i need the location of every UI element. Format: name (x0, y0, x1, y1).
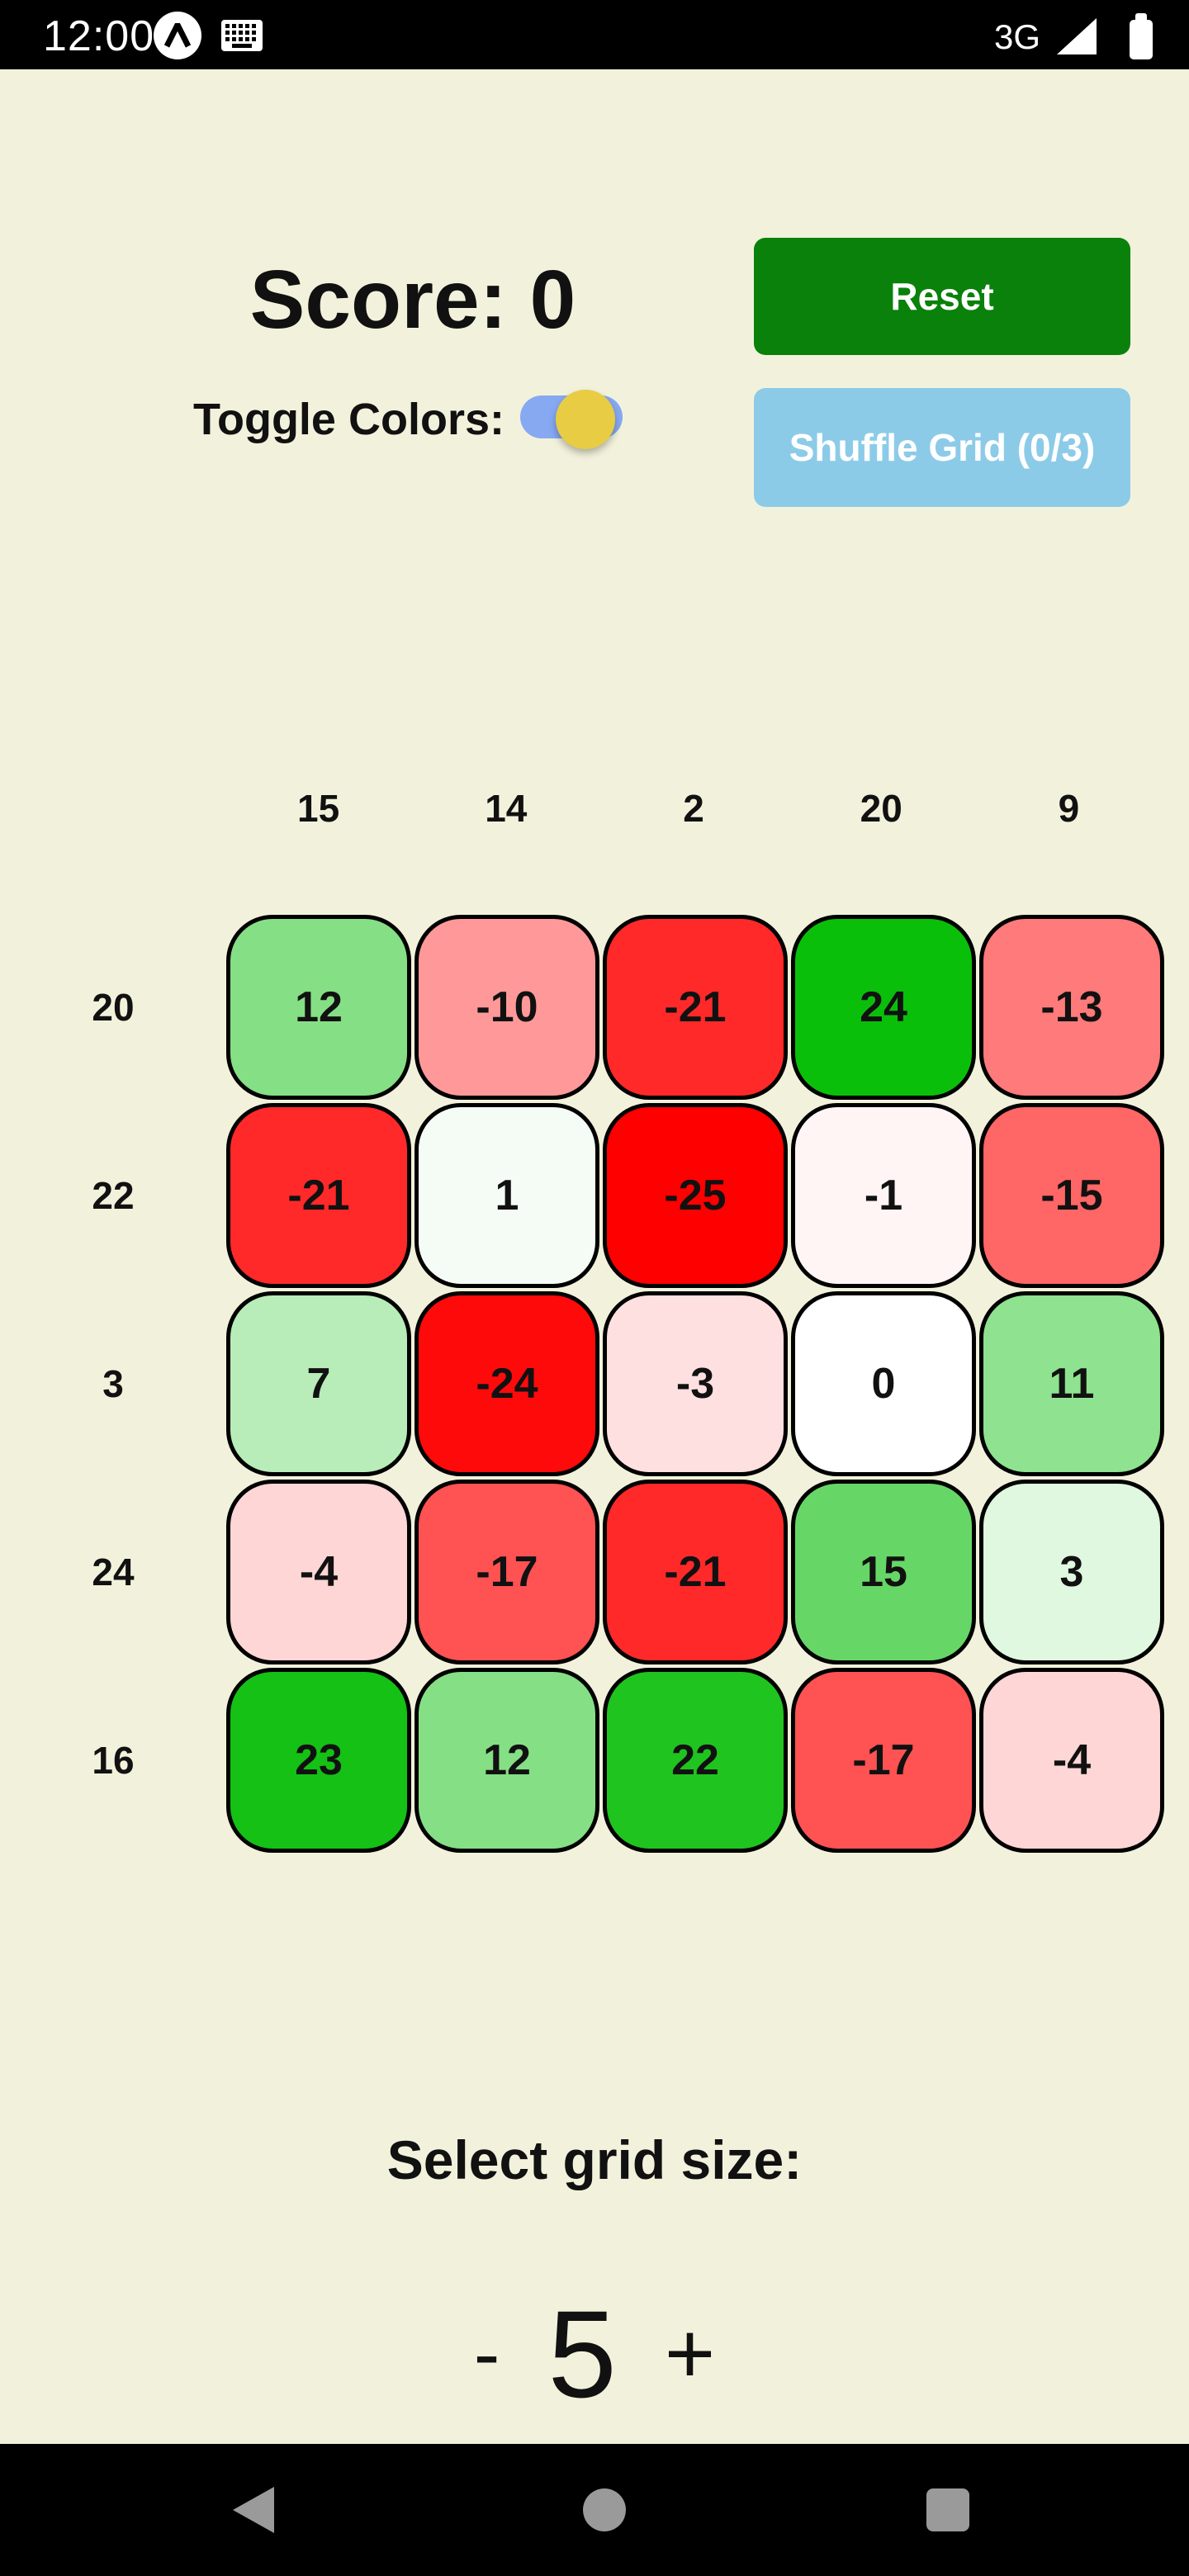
switch-thumb (556, 390, 615, 449)
shuffle-grid-button[interactable]: Shuffle Grid (0/3) (754, 388, 1130, 507)
increase-grid-size-button[interactable]: + (664, 2305, 716, 2402)
network-type-label: 3G (993, 17, 1040, 56)
grid-cell[interactable]: -4 (226, 1480, 411, 1664)
grid-cell[interactable]: -17 (414, 1480, 599, 1664)
grid-row: 12 -10 -21 24 -13 (226, 915, 1164, 1100)
grid-cell[interactable]: -25 (603, 1103, 788, 1288)
grid-cell[interactable]: 1 (414, 1103, 599, 1288)
row-header: 24 (92, 1551, 135, 1593)
grid-cell[interactable]: -15 (979, 1103, 1164, 1288)
decrease-grid-size-button[interactable]: - (473, 2309, 500, 2398)
grid-cell[interactable]: 3 (979, 1480, 1164, 1664)
status-time: 12:00 (43, 12, 155, 60)
grid-cell[interactable]: 23 (226, 1668, 411, 1853)
grid-row: -21 1 -25 -1 -15 (226, 1103, 1164, 1288)
grid-cell[interactable]: 22 (603, 1668, 788, 1853)
grid-cell[interactable]: 7 (226, 1291, 411, 1476)
col-header: 2 (683, 787, 704, 830)
row-header: 22 (92, 1174, 135, 1217)
col-header: 20 (860, 787, 902, 830)
toggle-colors-label: Toggle Colors: (193, 395, 504, 444)
grid-cell[interactable]: 12 (414, 1668, 599, 1853)
grid-cell[interactable]: 24 (791, 915, 976, 1100)
grid-cell[interactable]: 0 (791, 1291, 976, 1476)
grid-cell[interactable]: -3 (603, 1291, 788, 1476)
home-button-icon[interactable] (583, 2488, 626, 2531)
row-header: 3 (102, 1362, 124, 1405)
grid-row-headers: 20 22 3 24 16 (0, 915, 226, 1853)
row-header: 16 (92, 1739, 135, 1782)
grid-row: 7 -24 -3 0 11 (226, 1291, 1164, 1476)
grid-size-stepper: - 5 + (0, 2275, 1189, 2432)
battery-icon (1130, 13, 1153, 59)
grid-cell[interactable]: -24 (414, 1291, 599, 1476)
signal-strength-icon (1057, 18, 1097, 54)
grid-cell[interactable]: -4 (979, 1668, 1164, 1853)
col-header: 15 (297, 787, 340, 830)
grid-cell[interactable]: -1 (791, 1103, 976, 1288)
grid-cell[interactable]: 11 (979, 1291, 1164, 1476)
row-header: 20 (92, 986, 135, 1029)
grid-cell[interactable]: -13 (979, 915, 1164, 1100)
status-bar: 12:00 3G (0, 0, 1189, 69)
toggle-colors-switch[interactable] (520, 390, 623, 449)
grid-row: 23 12 22 -17 -4 (226, 1668, 1164, 1853)
app-indicator-icon (154, 12, 201, 59)
col-header: 9 (1058, 787, 1080, 830)
grid-cell[interactable]: 12 (226, 915, 411, 1100)
game-grid: 12 -10 -21 24 -13 -21 1 -25 -1 -15 7 -24… (226, 915, 1164, 1853)
grid-cell[interactable]: -10 (414, 915, 599, 1100)
grid-cell[interactable]: -21 (603, 915, 788, 1100)
grid-cell[interactable]: -21 (603, 1480, 788, 1664)
score-display: Score: 0 (249, 253, 576, 346)
grid-cell[interactable]: -17 (791, 1668, 976, 1853)
back-button-icon[interactable] (233, 2487, 274, 2533)
grid-size-value: 5 (547, 2284, 617, 2423)
keyboard-icon (221, 20, 263, 55)
grid-column-headers: 15 14 2 20 9 (226, 779, 1161, 837)
select-grid-size-label: Select grid size: (386, 2129, 803, 2190)
grid-cell[interactable]: -21 (226, 1103, 411, 1288)
grid-row: -4 -17 -21 15 3 (226, 1480, 1164, 1664)
grid-cell[interactable]: 15 (791, 1480, 976, 1664)
recents-button-icon[interactable] (926, 2488, 969, 2531)
android-nav-bar (0, 2444, 1189, 2576)
col-header: 14 (485, 787, 528, 830)
reset-button[interactable]: Reset (754, 238, 1130, 355)
